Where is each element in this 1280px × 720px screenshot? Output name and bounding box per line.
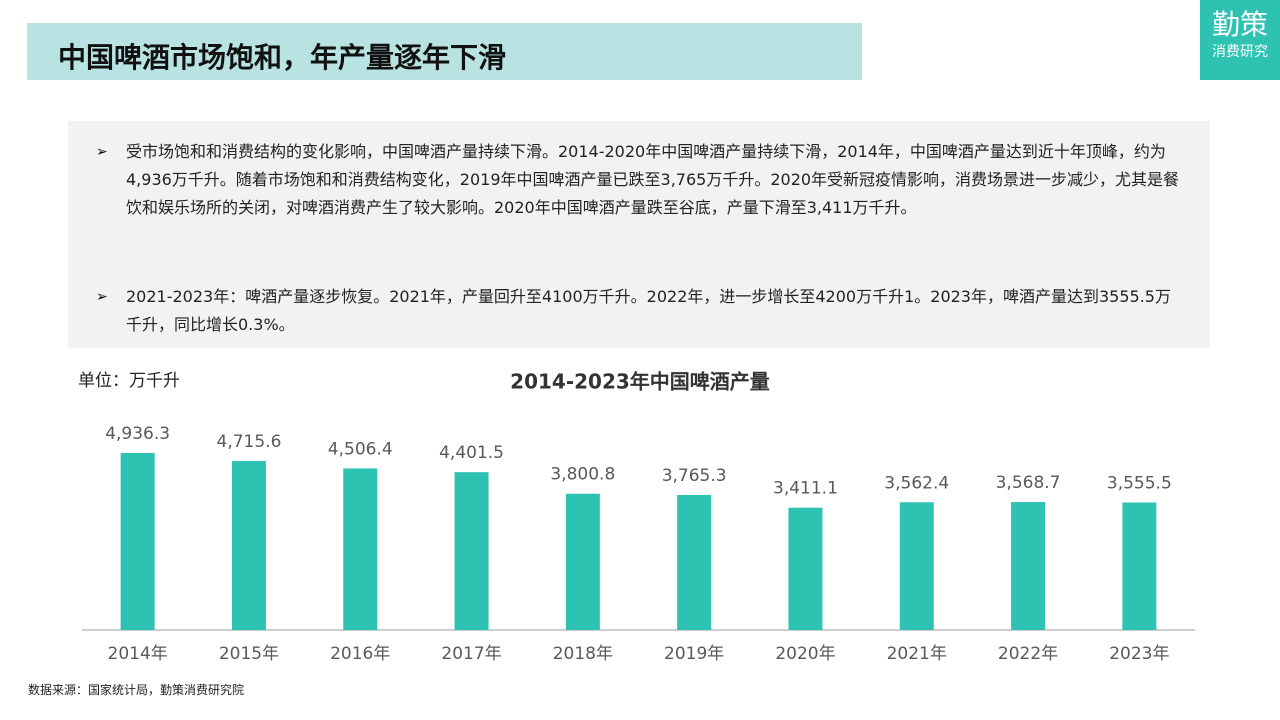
notes-box: ➢ 受市场饱和和消费结构的变化影响，中国啤酒产量持续下滑。2014-2020年中… [68,121,1210,348]
bullet: ➢ [96,289,108,305]
x-tick-label: 2023年 [1109,644,1169,664]
title-bar [27,23,862,80]
x-tick-label: 2014年 [108,644,168,664]
x-tick-label: 2021年 [887,644,947,664]
value-label: 3,800.8 [550,465,615,485]
logo: 勤策 消费研究 [1200,0,1280,80]
value-label: 4,401.5 [439,443,504,463]
value-label: 3,568.7 [996,473,1061,493]
x-tick-label: 2018年 [553,644,613,664]
bar [788,507,823,630]
value-label: 3,555.5 [1107,474,1172,494]
bar [231,460,266,630]
note: 2021-2023年：啤酒产量逐步恢复。2021年，产量回升至4100万千升。2… [126,287,1171,334]
x-tick-label: 2019年 [664,644,724,664]
chart-title: 2014-2023年中国啤酒产量 [510,370,770,394]
page-title: 中国啤酒市场饱和，年产量逐年下滑 [58,41,507,74]
x-tick-label: 2016年 [330,644,390,664]
logo-name: 勤策 [1211,8,1268,41]
bar [120,453,155,630]
value-label: 3,765.3 [662,466,727,486]
bar [899,502,934,630]
note: 受市场饱和和消费结构的变化影响，中国啤酒产量持续下滑。2014-2020年中国啤… [126,142,1180,217]
x-tick-label: 2017年 [441,644,501,664]
bullet: ➢ [96,144,108,160]
bar [454,472,489,630]
bar [677,494,712,630]
value-label: 3,562.4 [884,473,949,493]
source: 数据来源：国家统计局，勤策消费研究院 [28,683,245,697]
value-label: 4,506.4 [328,439,393,459]
bar [1011,502,1046,630]
bar [565,493,600,630]
x-tick-label: 2015年 [219,644,279,664]
value-label: 4,715.6 [217,432,282,452]
bar [343,468,378,630]
value-label: 3,411.1 [773,479,838,499]
x-tick-label: 2020年 [775,644,835,664]
bar [1122,502,1157,630]
x-tick-label: 2022年 [998,644,1058,664]
logo-subtitle: 消费研究 [1212,44,1268,60]
unit-label: 单位：万千升 [78,371,180,391]
value-label: 4,936.3 [105,424,170,444]
